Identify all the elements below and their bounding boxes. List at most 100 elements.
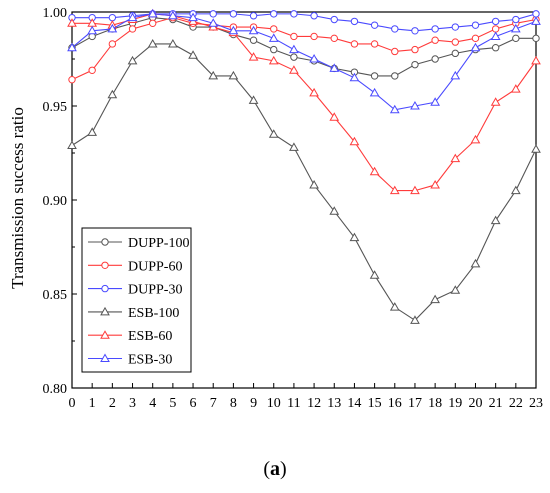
data-point [270,25,278,33]
data-point [67,140,77,149]
data-point [87,25,98,35]
data-point [512,34,520,43]
data-point [349,232,360,242]
data-point [410,185,420,195]
data-point [309,53,319,63]
data-point [290,10,298,18]
data-point [290,53,298,61]
data-point [268,55,279,65]
legend-item-dupp-100: DUPP-100 [88,236,189,251]
x-tick-label: 0 [69,396,76,411]
legend-label: ESB-100 [128,306,179,321]
data-point [451,23,460,31]
data-point [329,63,340,72]
data-point [451,49,460,58]
data-point [128,25,137,33]
data-point [329,206,340,215]
data-point [309,179,319,189]
series-layer [67,8,541,324]
legend-item-dupp-60: DUPP-60 [88,259,182,274]
x-tick-label: 5 [169,396,176,411]
data-point [107,23,118,33]
data-point [431,55,439,63]
data-point [512,15,520,24]
data-point [289,65,299,74]
data-point [510,185,521,195]
legend-label: DUPP-30 [128,283,182,298]
legend-swatch-marker [100,353,110,362]
x-tick-label: 14 [347,396,361,411]
data-point [410,100,420,110]
data-point [411,60,419,69]
x-tick-label: 20 [468,396,482,411]
x-tick-label: 16 [388,396,402,411]
x-tick-label: 18 [428,396,442,411]
data-point [369,166,380,176]
data-point [268,129,279,138]
x-tick-label: 23 [529,396,543,411]
series-dupp-30 [68,10,540,35]
x-tick-label: 9 [250,396,257,411]
x-tick-label: 10 [267,396,281,411]
data-point [329,112,340,121]
data-point [350,40,359,48]
data-point [431,36,439,44]
data-point [369,87,380,97]
y-axis-title: Transmission success ratio [8,107,27,289]
caption-open-paren: ( [263,458,270,480]
legend-label: DUPP-60 [128,259,182,274]
data-point [127,55,138,65]
data-point [532,10,540,18]
data-point [147,38,158,48]
legend-label: ESB-60 [128,329,172,344]
data-point [389,104,400,114]
data-point [370,40,379,48]
data-point [490,97,501,106]
data-point [127,12,138,22]
legend-label: DUPP-100 [128,236,189,251]
data-point [471,34,480,43]
data-point [147,8,158,18]
data-point [491,17,500,26]
data-point [270,10,278,18]
data-point [67,18,77,27]
data-point [310,12,318,20]
series-line [71,13,537,111]
data-point [228,25,239,35]
data-point [430,294,440,304]
data-point [531,16,541,25]
data-point [450,285,461,294]
data-point [148,19,157,27]
data-point [431,25,439,33]
data-point [107,89,118,99]
data-point [490,215,501,225]
data-point [389,185,400,195]
legend-swatch-marker [100,330,110,339]
y-tick-label: 0.95 [43,100,68,115]
data-point [430,179,440,189]
x-tick-label: 15 [368,396,382,411]
data-point [490,31,501,40]
data-point [209,10,217,18]
data-point [349,72,360,82]
data-point [330,15,338,24]
data-point [87,127,98,136]
series-esb-30 [67,8,541,114]
data-point [470,258,481,268]
legend-item-dupp-30: DUPP-30 [88,283,182,298]
data-point [491,44,500,52]
x-tick-label: 22 [509,396,523,411]
data-point [168,10,178,20]
data-point [450,153,461,163]
data-point [108,40,117,48]
data-point [491,25,500,33]
series-dupp-60 [68,13,540,84]
data-point [108,13,117,22]
x-tick-label: 3 [129,396,136,411]
data-point [289,44,299,54]
legend-swatch-marker [101,261,109,269]
legend-swatch-marker [100,306,110,316]
data-point [531,55,541,65]
data-point [411,27,419,35]
data-point [391,47,399,56]
